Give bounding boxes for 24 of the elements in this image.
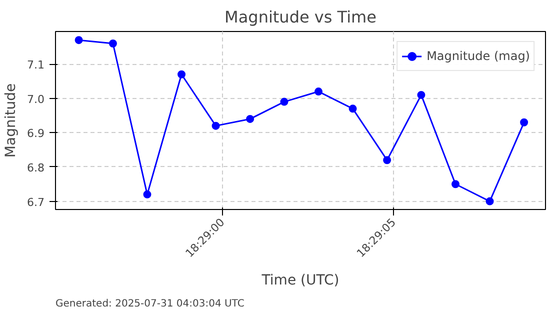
y-tick-label: 6.7	[27, 196, 45, 209]
point	[314, 88, 322, 96]
y-axis-title: Magnitude	[3, 83, 20, 158]
point	[212, 122, 220, 130]
point	[178, 70, 186, 78]
point	[486, 197, 494, 206]
point	[383, 156, 392, 164]
y-tick-label: 7.1	[27, 58, 45, 72]
y-tick-label: 7.0	[27, 92, 45, 106]
y-tick-label: 6.9	[27, 127, 45, 140]
point	[108, 40, 117, 48]
legend-label: Magnitude (mag)	[426, 49, 530, 63]
point	[417, 90, 426, 99]
text: Generated: 2025-07-31 04:03:04 UTC	[56, 298, 244, 310]
point	[143, 190, 152, 198]
chart-title: Magnitude vs Time	[224, 8, 376, 26]
point	[520, 118, 528, 126]
point	[280, 98, 288, 106]
point	[74, 36, 83, 44]
y-tick-label: 6.8	[27, 161, 45, 174]
point	[348, 104, 357, 113]
point	[451, 180, 460, 188]
x-axis-title: Time (UTC)	[260, 272, 340, 289]
point	[246, 114, 254, 123]
